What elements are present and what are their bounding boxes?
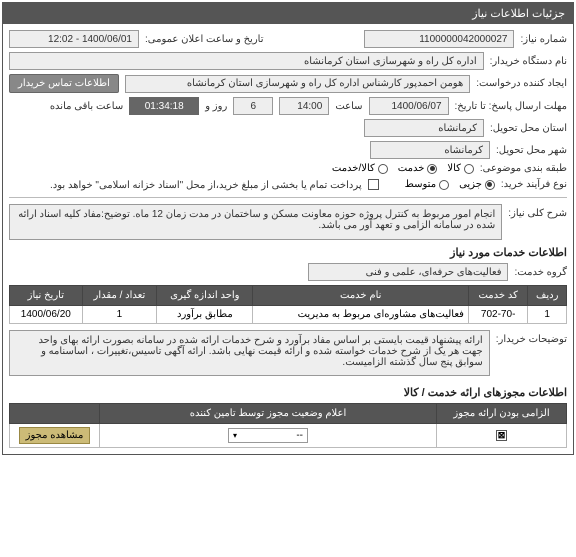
deadline-date-field: 1400/06/07 [369, 97, 449, 115]
chevron-down-icon: ▾ [233, 431, 237, 440]
auth-header-row: الزامی بودن ارائه مجوز اعلام وضعیت مجوز … [10, 404, 567, 424]
announce-label: تاریخ و ساعت اعلان عمومی: [145, 34, 264, 45]
city-field: کرمانشاه [370, 141, 490, 159]
buyer-notes-label: توضیحات خریدار: [496, 330, 567, 345]
cell-mandatory: ⊠ [437, 424, 567, 448]
auth-section-title: اطلاعات مجوزهای ارائه خدمت / کالا [9, 386, 567, 399]
radio-service-label: خدمت [398, 163, 425, 174]
days-and-label: روز و [205, 101, 227, 112]
radio-small[interactable]: جزیی [459, 179, 495, 190]
remain-time-field: 01:34:18 [129, 97, 199, 115]
general-desc-label: شرح کلی نیاز: [508, 204, 567, 219]
radio-small-label: جزیی [459, 179, 482, 190]
th-status: اعلام وضعیت مجوز توسط تامین کننده [100, 404, 437, 424]
announce-field: 1400/06/01 - 12:02 [9, 30, 139, 48]
status-value: -- [296, 430, 303, 441]
days-count-field: 6 [233, 97, 273, 115]
radio-circle-icon [485, 180, 495, 190]
table-header-row: ردیف کد خدمت نام خدمت واحد اندازه گیری ت… [10, 286, 567, 306]
cell-row-no: 1 [528, 306, 567, 324]
services-title: اطلاعات خدمات مورد نیاز [9, 246, 567, 259]
subject-type-label: طبقه بندی موضوعی: [480, 163, 567, 174]
service-group-field: فعالیت‌های حرفه‌ای، علمی و فنی [308, 263, 508, 281]
row-subject-type: طبقه بندی موضوعی: کالا خدمت کالا/خدمت [9, 163, 567, 174]
th-code: کد خدمت [468, 286, 527, 306]
buyer-notes-field: ارائه پیشنهاد قیمت بایستی بر اساس مفاد ب… [9, 330, 490, 376]
table-row: 1 -702-70 فعالیت‌های مشاوره‌ای مربوط به … [10, 306, 567, 324]
deadline-label: مهلت ارسال پاسخ: تا تاریخ: [455, 101, 567, 112]
row-buyer: نام دستگاه خریدار: اداره کل راه و شهرساز… [9, 52, 567, 70]
cell-code: -702-70 [468, 306, 527, 324]
radio-circle-icon [427, 164, 437, 174]
need-no-field: 1100000042000027 [364, 30, 514, 48]
services-table: ردیف کد خدمت نام خدمت واحد اندازه گیری ت… [9, 285, 567, 324]
cell-unit: مطابق برآورد [157, 306, 253, 324]
row-need-no: شماره نیاز: 1100000042000027 تاریخ و ساع… [9, 30, 567, 48]
radio-circle-icon [378, 164, 388, 174]
th-unit: واحد اندازه گیری [157, 286, 253, 306]
cell-date: 1400/06/20 [10, 306, 83, 324]
panel-body: شماره نیاز: 1100000042000027 تاریخ و ساع… [3, 24, 573, 454]
buyer-label: نام دستگاه خریدار: [490, 56, 567, 67]
main-panel: جزئیات اطلاعات نیاز شماره نیاز: 11000000… [2, 2, 574, 455]
auth-table: الزامی بودن ارائه مجوز اعلام وضعیت مجوز … [9, 403, 567, 448]
auth-row: ⊠ -- ▾ مشاهده مجوز [10, 424, 567, 448]
need-no-label: شماره نیاز: [520, 34, 567, 45]
radio-goods[interactable]: کالا [447, 163, 474, 174]
th-mandatory: الزامی بودن ارائه مجوز [437, 404, 567, 424]
row-deadline: مهلت ارسال پاسخ: تا تاریخ: 1400/06/07 سا… [9, 97, 567, 115]
radio-medium[interactable]: متوسط [405, 179, 449, 190]
radio-both[interactable]: کالا/خدمت [332, 163, 388, 174]
treasury-checkbox[interactable] [368, 179, 379, 190]
th-action [10, 404, 100, 424]
remain-label: ساعت باقی مانده [50, 101, 123, 112]
cell-status: -- ▾ [100, 424, 437, 448]
row-proc-type: نوع فرآیند خرید: جزیی متوسط پرداخت تمام … [9, 178, 567, 191]
radio-medium-label: متوسط [405, 179, 436, 190]
service-group-label: گروه خدمت: [514, 267, 567, 278]
cell-name: فعالیت‌های مشاوره‌ای مربوط به مدیریت [253, 306, 468, 324]
th-date: تاریخ نیاز [10, 286, 83, 306]
row-service-group: گروه خدمت: فعالیت‌های حرفه‌ای، علمی و فن… [9, 263, 567, 281]
radio-service[interactable]: خدمت [398, 163, 438, 174]
row-general-desc: شرح کلی نیاز: انجام امور مربوط به کنترل … [9, 204, 567, 240]
buyer-field: اداره کل راه و شهرسازی استان کرمانشاه [9, 52, 484, 70]
panel-title: جزئیات اطلاعات نیاز [472, 8, 565, 20]
deadline-time-label: ساعت [335, 101, 362, 112]
radio-both-label: کالا/خدمت [332, 163, 375, 174]
contact-buyer-button[interactable]: اطلاعات تماس خریدار [9, 74, 119, 93]
row-buyer-notes: توضیحات خریدار: ارائه پیشنهاد قیمت بایست… [9, 330, 567, 376]
row-province: استان محل تحویل: کرمانشاه [9, 119, 567, 137]
cell-action: مشاهده مجوز [10, 424, 100, 448]
radio-circle-icon [439, 180, 449, 190]
cell-qty: 1 [82, 306, 157, 324]
province-field: کرمانشاه [364, 119, 484, 137]
row-city: شهر محل تحویل: کرمانشاه [9, 141, 567, 159]
radio-circle-icon [464, 164, 474, 174]
th-name: نام خدمت [253, 286, 468, 306]
proc-type-label: نوع فرآیند خرید: [501, 179, 567, 190]
panel-header: جزئیات اطلاعات نیاز [3, 3, 573, 24]
requester-field: هومن احمدپور کارشناس اداره کل راه و شهرس… [125, 75, 470, 93]
proc-note: پرداخت تمام یا بخشی از مبلغ خرید،از محل … [50, 180, 362, 191]
deadline-time-field: 14:00 [279, 97, 329, 115]
general-desc-field: انجام امور مربوط به کنترل پروژه حوزه معا… [9, 204, 502, 240]
province-label: استان محل تحویل: [490, 123, 567, 134]
row-requester: ایجاد کننده درخواست: هومن احمدپور کارشنا… [9, 74, 567, 93]
th-qty: تعداد / مقدار [82, 286, 157, 306]
requester-label: ایجاد کننده درخواست: [476, 78, 567, 89]
proc-type-radios: جزیی متوسط [405, 179, 495, 190]
subject-type-radios: کالا خدمت کالا/خدمت [332, 163, 474, 174]
radio-goods-label: کالا [447, 163, 461, 174]
city-label: شهر محل تحویل: [496, 145, 567, 156]
th-row-no: ردیف [528, 286, 567, 306]
status-select[interactable]: -- ▾ [228, 428, 308, 443]
view-permit-button[interactable]: مشاهده مجوز [19, 427, 91, 444]
mandatory-checkbox-icon: ⊠ [496, 430, 507, 441]
